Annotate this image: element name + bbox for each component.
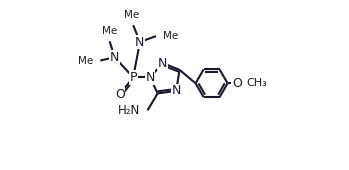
Text: N: N — [110, 51, 119, 64]
Text: CH₃: CH₃ — [246, 78, 267, 88]
Text: N: N — [135, 36, 144, 48]
Text: P: P — [129, 71, 137, 84]
Text: N: N — [146, 71, 155, 84]
Text: Me: Me — [102, 26, 117, 36]
Text: N: N — [158, 57, 168, 70]
Text: Me: Me — [124, 10, 139, 20]
Text: N: N — [171, 84, 181, 97]
Text: O: O — [115, 88, 125, 101]
Text: Me: Me — [163, 31, 178, 41]
Text: H₂N: H₂N — [118, 104, 140, 117]
Text: Me: Me — [78, 56, 94, 66]
Text: O: O — [232, 77, 242, 90]
